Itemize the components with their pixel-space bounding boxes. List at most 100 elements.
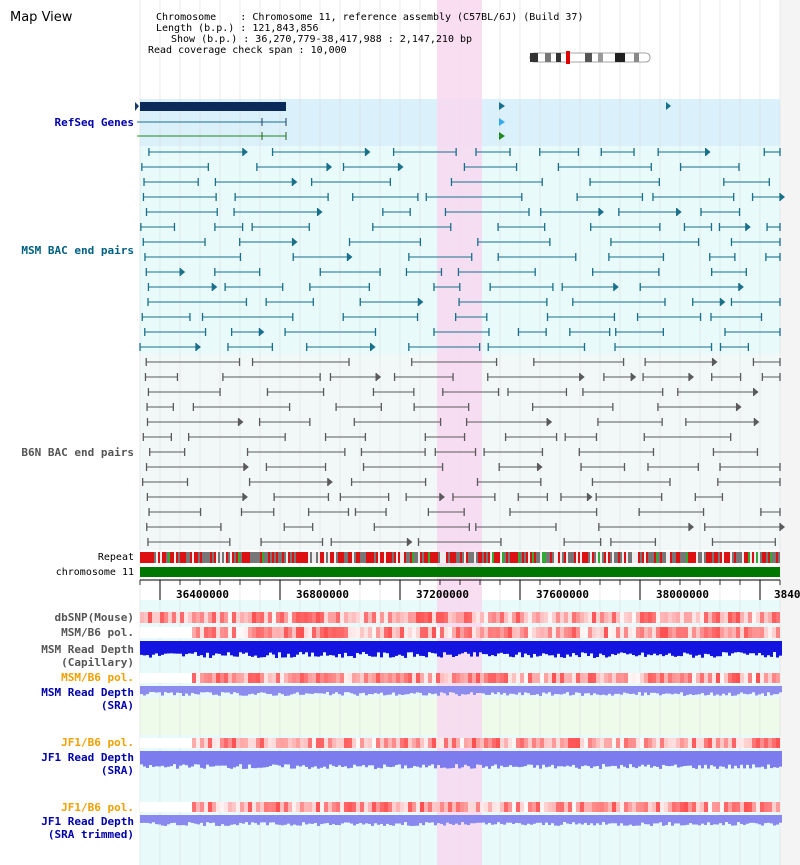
heat-cell — [176, 738, 180, 748]
label-b6n-bac[interactable]: B6N BAC end pairs — [21, 446, 134, 459]
repeat-segment — [650, 552, 652, 563]
heat-cell — [408, 627, 412, 638]
heat-cell — [692, 627, 696, 638]
heat-cell — [412, 673, 416, 683]
repeat-segment — [366, 552, 368, 563]
heat-cell — [428, 673, 432, 683]
repeat-segment — [168, 552, 170, 563]
heat-cell — [644, 738, 648, 748]
heat-cell — [560, 802, 564, 812]
depth-bar — [518, 686, 521, 693]
repeat-segment — [172, 552, 174, 563]
heat-cell — [536, 673, 540, 683]
depth-bar — [779, 815, 782, 823]
repeat-segment — [510, 552, 512, 563]
depth-bar — [254, 686, 257, 695]
depth-bar — [662, 815, 665, 826]
depth-bar — [644, 815, 647, 825]
depth-bar — [443, 686, 446, 694]
label-jf1-depth-trimmed[interactable]: JF1 Read Depth — [41, 815, 134, 828]
depth-bar — [716, 815, 719, 825]
label-dbsnp[interactable]: dbSNP(Mouse) — [54, 611, 134, 624]
depth-bar — [182, 686, 185, 696]
repeat-segment — [524, 552, 526, 563]
depth-bar — [584, 641, 587, 654]
depth-bar — [233, 641, 236, 657]
depth-bar — [173, 641, 176, 654]
label-msm-depth-sra[interactable]: MSM Read Depth — [41, 686, 134, 699]
depth-bar — [716, 686, 719, 695]
heat-cell — [252, 738, 256, 748]
depth-bar — [626, 815, 629, 826]
depth-bar — [410, 751, 413, 768]
label-msm-b6-pol-1[interactable]: MSM/B6 pol. — [61, 626, 134, 639]
depth-bar — [194, 686, 197, 694]
depth-bar — [452, 751, 455, 768]
heat-cell — [340, 738, 344, 748]
depth-bar — [443, 641, 446, 653]
depth-bar — [227, 641, 230, 653]
heat-cell — [668, 738, 672, 748]
heat-cell — [652, 802, 656, 812]
repeat-segment — [738, 552, 740, 563]
repeat-segment — [748, 552, 750, 563]
depth-bar — [188, 751, 191, 768]
heat-cell — [692, 612, 696, 623]
depth-bar — [596, 641, 599, 658]
depth-bar — [224, 751, 227, 766]
span-key: Read coverage check span — [148, 45, 293, 56]
depth-bar — [338, 751, 341, 766]
heat-cell — [316, 738, 320, 748]
repeat-segment — [494, 552, 496, 563]
depth-bar — [773, 751, 776, 768]
depth-bar — [383, 686, 386, 696]
label-msm-b6-pol-2[interactable]: MSM/B6 pol. — [61, 671, 134, 684]
depth-bar — [614, 751, 617, 766]
depth-bar — [638, 641, 641, 656]
depth-bar — [404, 751, 407, 766]
heat-cell — [772, 627, 776, 638]
depth-bar — [407, 815, 410, 826]
depth-bar — [560, 641, 563, 658]
heat-cell — [744, 612, 748, 623]
depth-bar — [149, 686, 152, 693]
length-value: 121,843,856 — [252, 23, 319, 34]
depth-bar — [548, 751, 551, 767]
label-msm-bac[interactable]: MSM BAC end pairs — [21, 244, 134, 257]
depth-bar — [167, 641, 170, 654]
heat-cell — [172, 802, 176, 812]
heat-cell — [704, 627, 708, 638]
heat-cell — [452, 612, 456, 623]
heat-cell — [756, 627, 760, 638]
depth-bar — [419, 641, 422, 656]
heat-cell — [680, 802, 684, 812]
depth-bar — [290, 641, 293, 658]
depth-bar — [146, 815, 149, 823]
depth-bar — [746, 815, 749, 824]
heat-cell — [444, 627, 448, 638]
repeat-segment — [732, 552, 734, 563]
label-refseq-genes[interactable]: RefSeq Genes — [54, 116, 134, 129]
heat-cell — [264, 738, 268, 748]
depth-bar — [653, 751, 656, 767]
heat-cell — [716, 673, 720, 683]
heat-cell — [668, 627, 672, 638]
label-jf1-depth-sra[interactable]: JF1 Read Depth — [41, 751, 134, 764]
heat-cell — [328, 627, 332, 638]
repeat-segment — [194, 552, 196, 563]
heat-cell — [304, 612, 308, 623]
heat-cell — [208, 802, 212, 812]
depth-bar — [419, 686, 422, 693]
msm-b6-pol-heat-2 — [140, 673, 780, 683]
heat-cell — [184, 738, 188, 748]
heat-cell — [524, 738, 528, 748]
depth-bar — [674, 686, 677, 694]
repeat-segment — [240, 552, 242, 563]
label-jf1-b6-pol-2[interactable]: JF1/B6 pol. — [61, 801, 134, 814]
depth-bar — [215, 751, 218, 766]
depth-bar — [623, 815, 626, 826]
label-jf1-b6-pol-1[interactable]: JF1/B6 pol. — [61, 736, 134, 749]
heat-cell — [524, 612, 528, 623]
label-msm-depth-capillary[interactable]: MSM Read Depth — [41, 643, 134, 656]
